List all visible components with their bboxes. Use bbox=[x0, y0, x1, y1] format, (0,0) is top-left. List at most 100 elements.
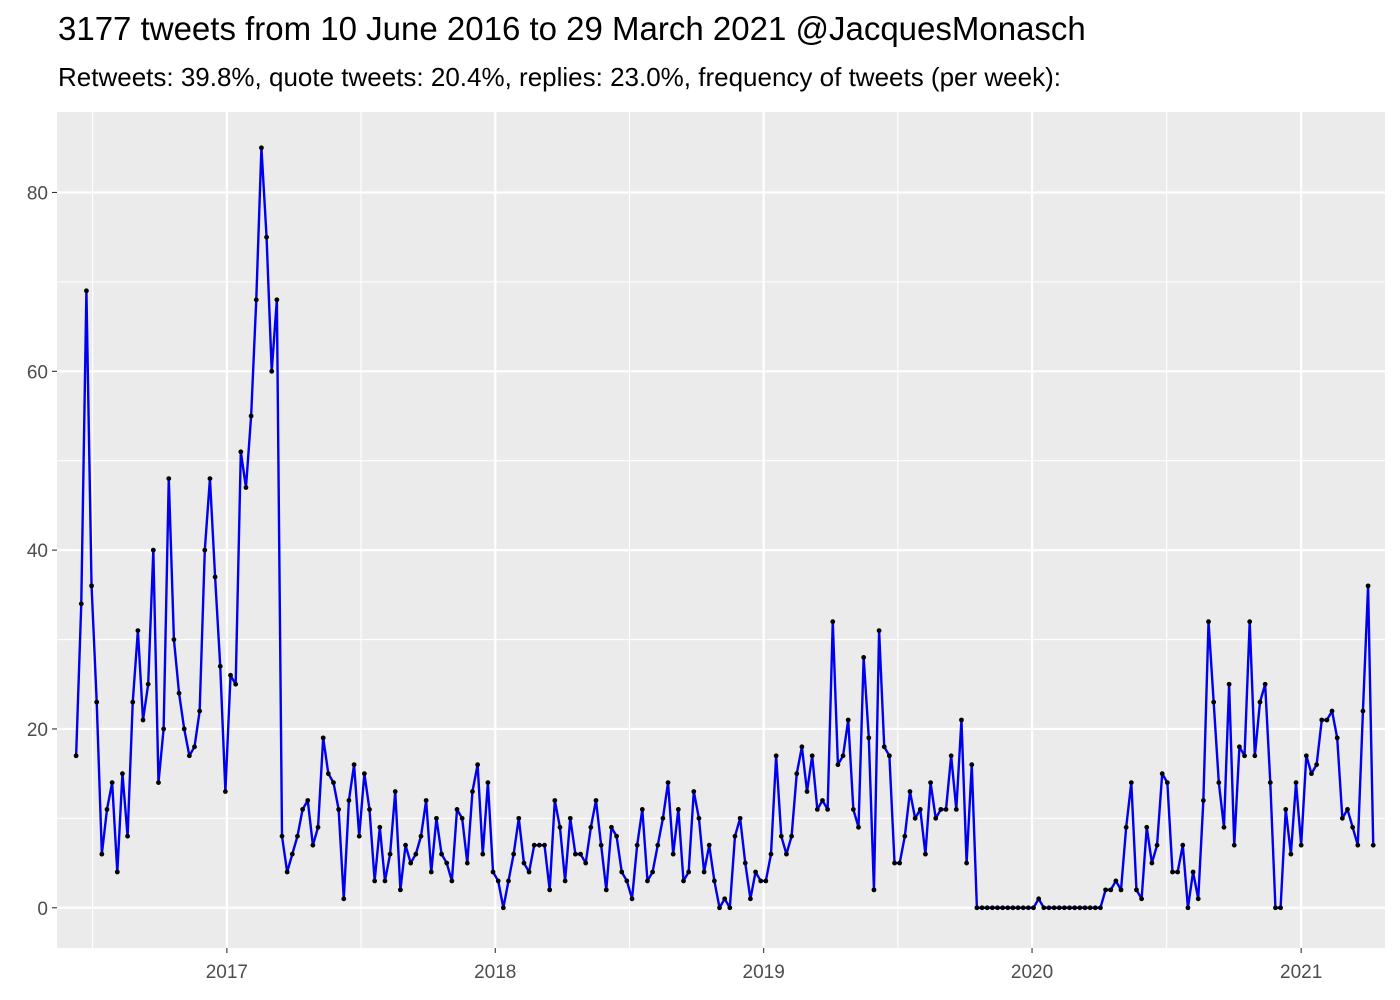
data-point bbox=[897, 860, 903, 866]
data-point bbox=[228, 672, 233, 678]
data-point bbox=[145, 681, 151, 687]
data-point bbox=[1309, 771, 1314, 777]
data-point bbox=[536, 842, 542, 848]
data-point bbox=[356, 833, 362, 839]
data-point bbox=[984, 905, 990, 911]
y-tick-label: 0 bbox=[37, 899, 48, 920]
data-point bbox=[547, 887, 553, 893]
data-point bbox=[413, 851, 419, 857]
data-point bbox=[1118, 887, 1124, 893]
data-point bbox=[73, 753, 79, 759]
data-point bbox=[212, 574, 218, 580]
data-point bbox=[1031, 905, 1036, 911]
data-point bbox=[243, 485, 249, 490]
data-point bbox=[670, 851, 676, 857]
data-point bbox=[1020, 905, 1026, 911]
data-point bbox=[1355, 842, 1361, 848]
data-point bbox=[1242, 753, 1247, 759]
data-point bbox=[192, 744, 197, 750]
data-point bbox=[248, 413, 254, 419]
data-point bbox=[1005, 905, 1011, 911]
data-point bbox=[449, 878, 455, 884]
data-point bbox=[1231, 842, 1237, 848]
data-point bbox=[1237, 744, 1242, 750]
data-point bbox=[1257, 699, 1263, 705]
data-point bbox=[645, 878, 650, 884]
data-point bbox=[567, 815, 573, 821]
data-point bbox=[1046, 905, 1052, 911]
data-point bbox=[1051, 905, 1057, 911]
x-tick-label: 2019 bbox=[743, 962, 785, 983]
data-point bbox=[94, 699, 100, 705]
data-point bbox=[1288, 851, 1294, 857]
data-point bbox=[1360, 708, 1366, 714]
data-point bbox=[485, 780, 491, 785]
data-point bbox=[181, 726, 187, 732]
data-point bbox=[480, 851, 486, 857]
data-point bbox=[171, 637, 177, 642]
x-tick-label: 2018 bbox=[474, 962, 516, 983]
data-point bbox=[1134, 887, 1139, 893]
data-point bbox=[1350, 824, 1356, 830]
data-point bbox=[490, 869, 496, 875]
data-point bbox=[578, 851, 583, 857]
data-point bbox=[614, 833, 619, 839]
data-point bbox=[778, 833, 784, 839]
data-point bbox=[1113, 878, 1119, 884]
data-point bbox=[428, 869, 434, 875]
data-point bbox=[794, 771, 800, 777]
data-point bbox=[660, 815, 666, 821]
data-point bbox=[1314, 762, 1320, 768]
data-point bbox=[938, 807, 944, 812]
y-tick-label: 40 bbox=[27, 541, 48, 562]
data-point bbox=[619, 869, 625, 875]
data-point bbox=[542, 842, 547, 848]
data-point bbox=[1190, 869, 1196, 875]
data-point bbox=[1072, 905, 1078, 911]
data-point bbox=[418, 833, 424, 839]
data-point bbox=[928, 780, 933, 785]
data-point bbox=[1041, 905, 1047, 911]
data-point bbox=[310, 842, 316, 848]
data-point bbox=[583, 860, 589, 866]
data-point bbox=[423, 798, 429, 803]
data-point bbox=[454, 807, 460, 812]
data-point bbox=[917, 807, 923, 812]
data-point bbox=[825, 807, 831, 812]
data-point bbox=[979, 905, 985, 911]
data-point bbox=[1062, 905, 1067, 911]
data-point bbox=[1036, 896, 1042, 902]
data-point bbox=[114, 869, 120, 875]
data-point bbox=[1200, 798, 1206, 803]
data-point bbox=[711, 878, 717, 884]
data-point bbox=[1092, 905, 1098, 911]
data-point bbox=[84, 288, 89, 294]
data-point bbox=[1180, 842, 1186, 848]
data-point bbox=[1365, 583, 1371, 589]
data-point bbox=[835, 762, 841, 768]
data-point bbox=[253, 297, 259, 303]
data-point bbox=[722, 896, 728, 902]
data-point bbox=[1103, 887, 1108, 893]
x-tick-label: 2017 bbox=[206, 962, 248, 983]
data-point bbox=[907, 789, 913, 794]
data-point bbox=[1211, 699, 1217, 705]
data-point bbox=[1015, 905, 1021, 911]
data-point bbox=[742, 860, 748, 866]
data-point bbox=[552, 798, 558, 803]
data-point bbox=[681, 878, 686, 884]
data-point bbox=[1334, 735, 1340, 741]
data-point bbox=[1077, 905, 1083, 911]
data-point bbox=[500, 905, 506, 911]
data-point bbox=[799, 744, 805, 750]
chart-title: 3177 tweets from 10 June 2016 to 29 Marc… bbox=[58, 10, 1086, 47]
data-point bbox=[351, 762, 357, 768]
tick-labels: 0 20 40 60 80 2017 2018 2019 2020 2021 bbox=[27, 183, 1322, 983]
data-point bbox=[969, 762, 975, 768]
data-point bbox=[434, 815, 439, 821]
data-point bbox=[1139, 896, 1145, 902]
data-point bbox=[706, 842, 712, 848]
data-point bbox=[1345, 807, 1350, 812]
data-point bbox=[989, 905, 995, 911]
data-point bbox=[696, 815, 702, 821]
